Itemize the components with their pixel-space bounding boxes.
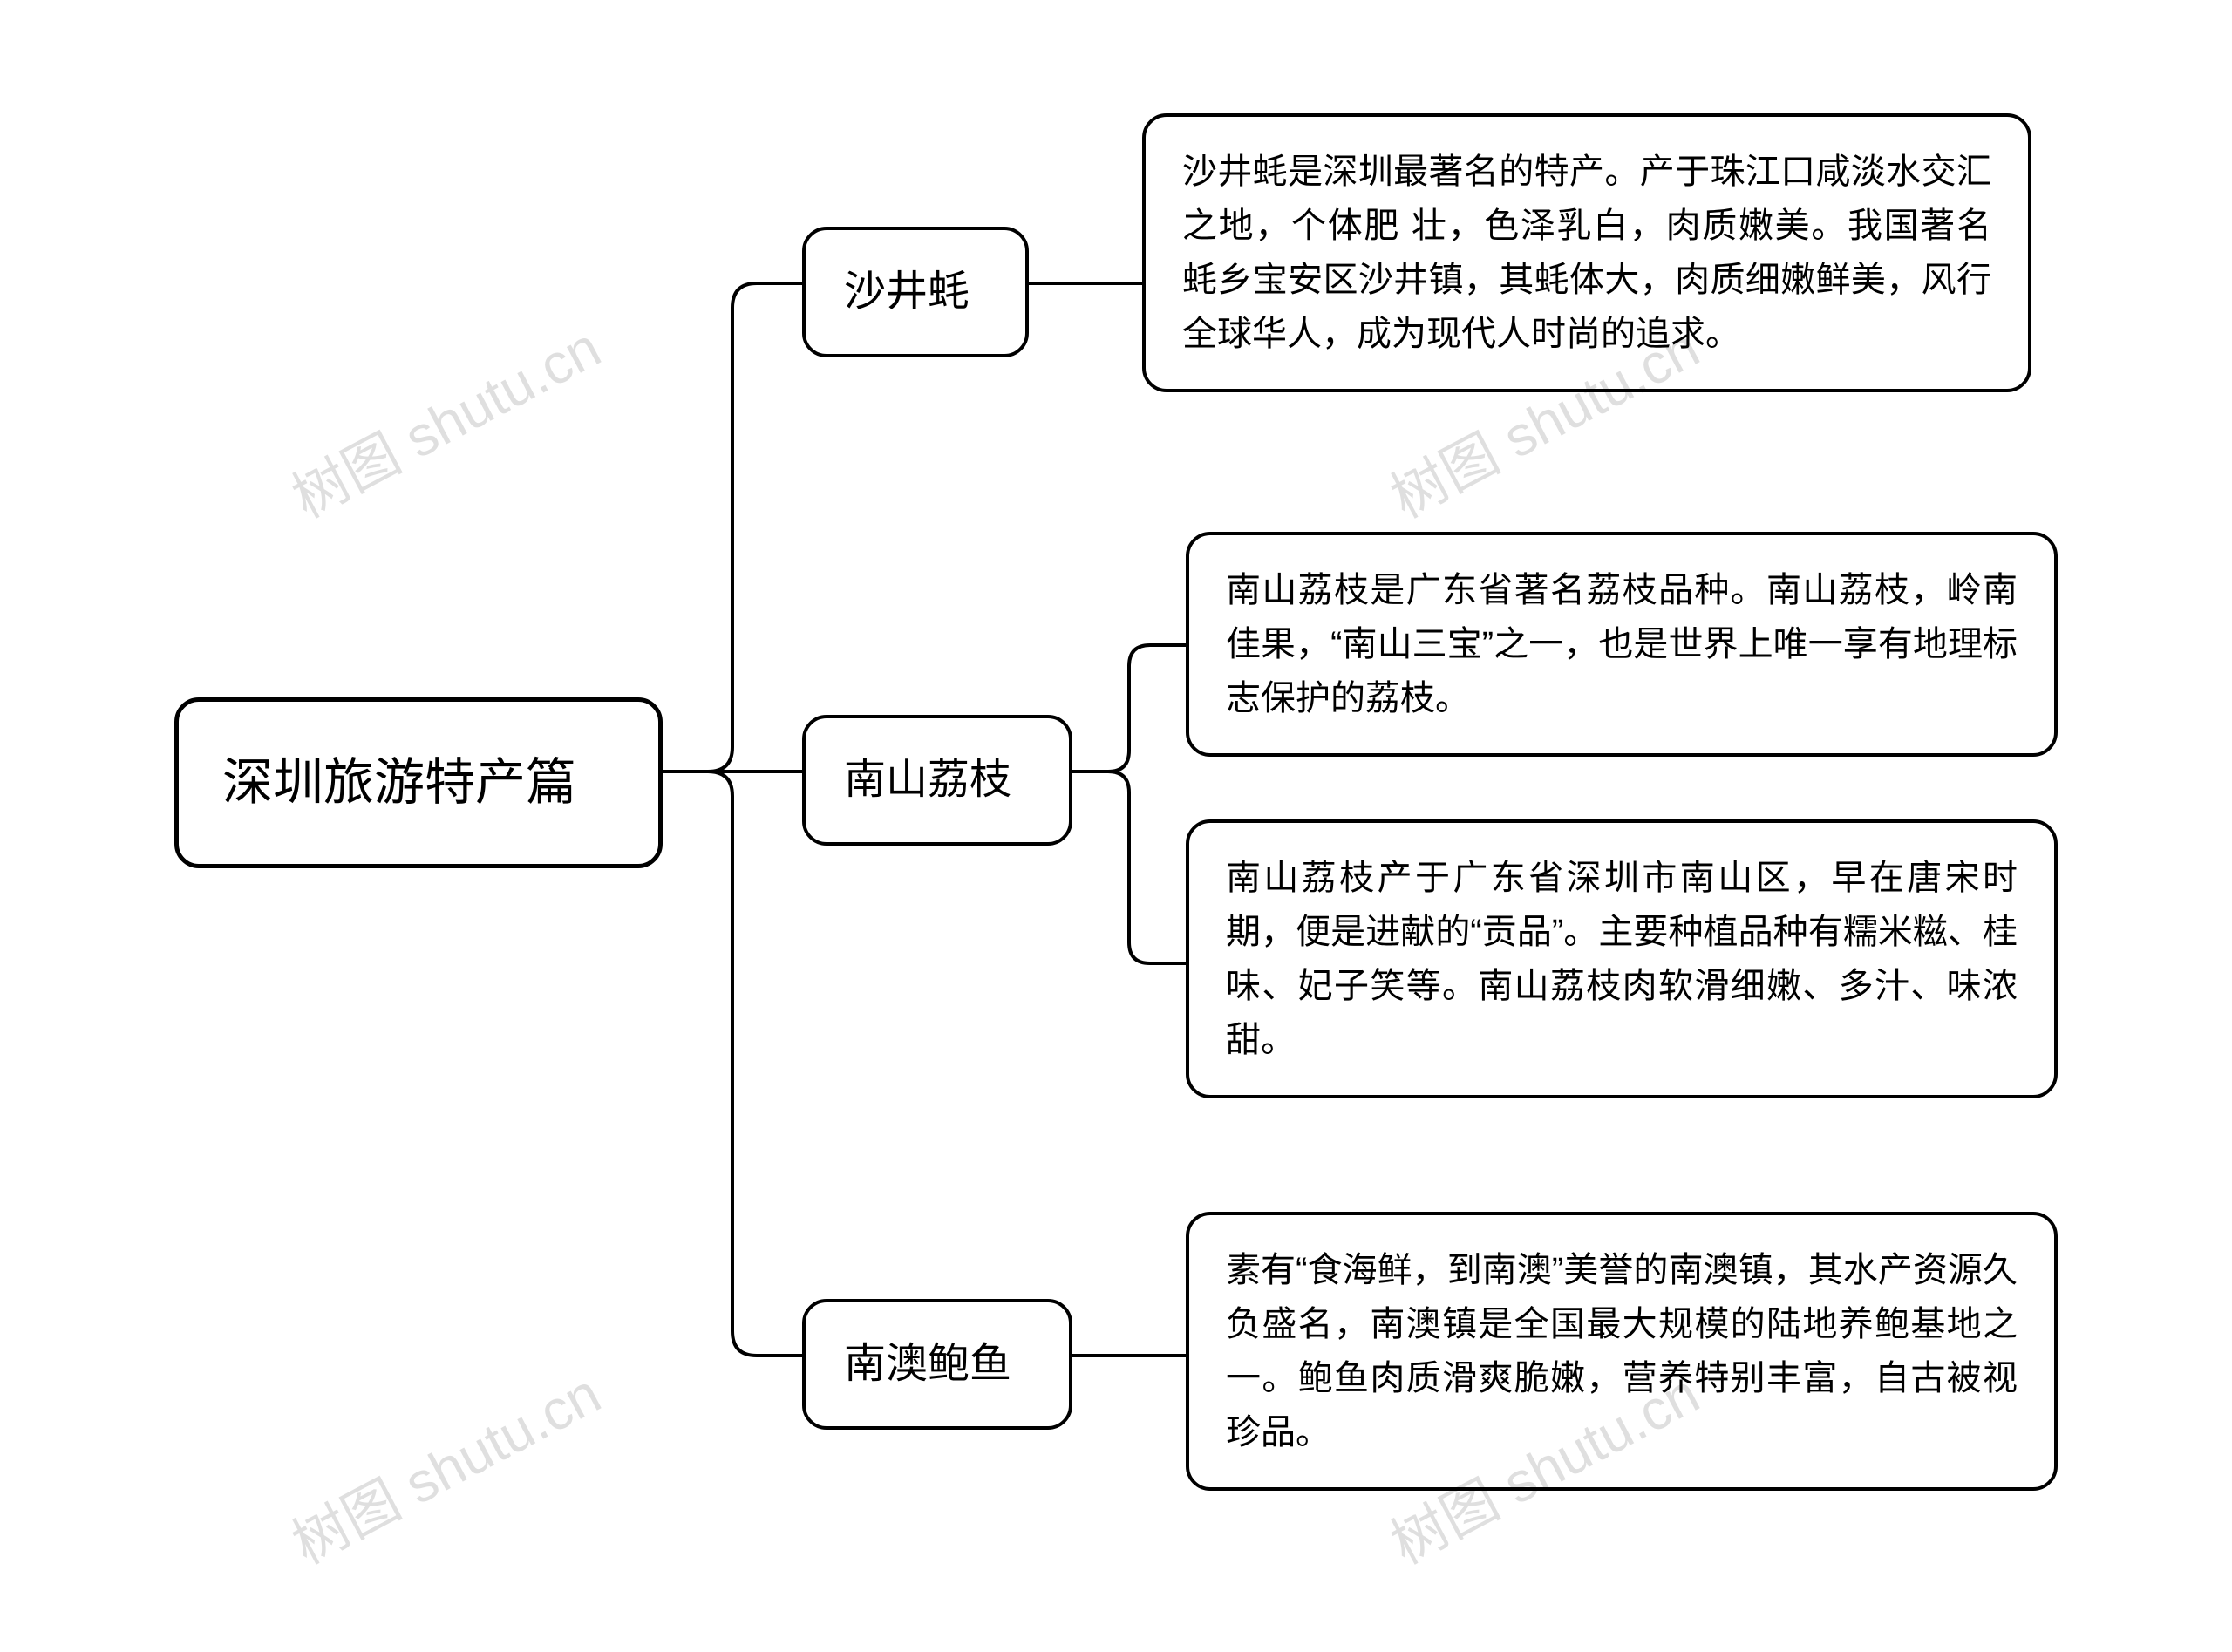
branch-node-nanaobaoyu: 南澳鲍鱼 <box>802 1299 1072 1430</box>
leaf-node-shajinghou-desc: 沙井蚝是深圳最著名的特产。产于珠江口咸淡水交汇之地，个体肥 壮，色泽乳白，肉质嫩… <box>1142 113 2031 392</box>
leaf-node-nanshanlizhi-desc-1: 南山荔枝是广东省著名荔枝品种。南山荔枝，岭南佳果，“南山三宝”之一，也是世界上唯… <box>1186 532 2058 757</box>
branch-node-nanshanlizhi: 南山荔枝 <box>802 715 1072 846</box>
branch-node-shajinghou: 沙井蚝 <box>802 227 1029 357</box>
leaf-node-nanshanlizhi-desc-2: 南山荔枝产于广东省深圳市南山区，早在唐宋时期，便是进献的“贡品”。主要种植品种有… <box>1186 819 2058 1098</box>
root-node: 深圳旅游特产篇 <box>174 697 663 868</box>
mindmap-canvas: 深圳旅游特产篇 沙井蚝 沙井蚝是深圳最著名的特产。产于珠江口咸淡水交汇之地，个体… <box>0 0 2232 1652</box>
leaf-node-nanaobaoyu-desc: 素有“食海鲜，到南澳”美誉的南澳镇，其水产资源久负盛名，南澳镇是全国最大规模的陆… <box>1186 1212 2058 1491</box>
